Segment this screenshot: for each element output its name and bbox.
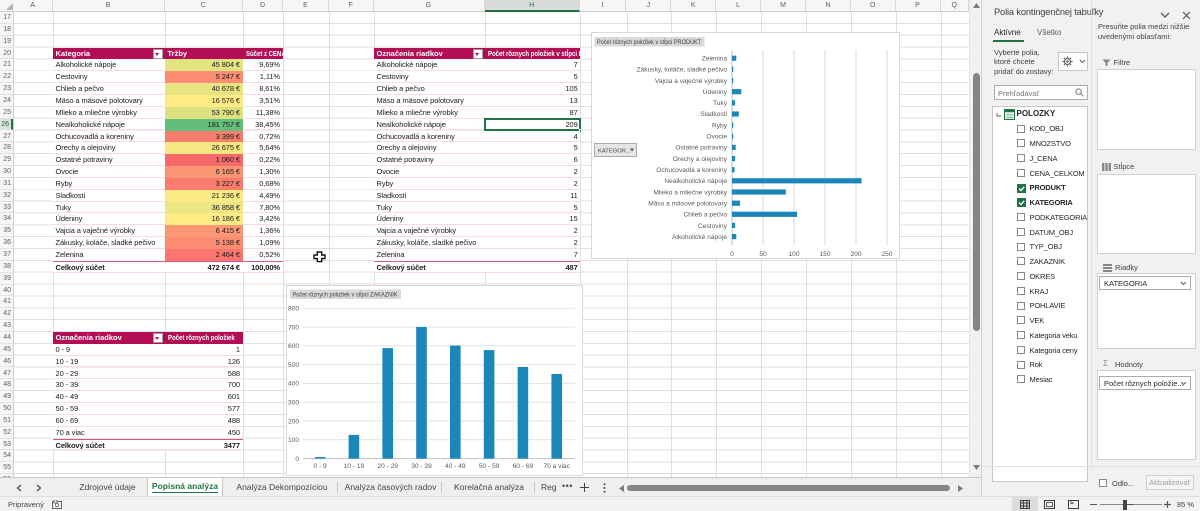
svg-text:Chlieb a pečvo: Chlieb a pečvo <box>683 212 727 219</box>
svg-text:Alkoholické nápoje: Alkoholické nápoje <box>672 234 727 241</box>
svg-text:300: 300 <box>288 400 299 407</box>
svg-text:Ochucovadlá a koreniny: Ochucovadlá a koreniny <box>656 167 727 174</box>
svg-text:Sladkosti: Sladkosti <box>700 111 727 118</box>
svg-text:Zákusky, koláče, sladké pečivo: Zákusky, koláče, sladké pečivo <box>637 67 728 74</box>
svg-text:Cestoviny: Cestoviny <box>698 223 728 230</box>
svg-text:0: 0 <box>730 251 734 258</box>
svg-text:200: 200 <box>850 251 861 258</box>
svg-text:0 - 9: 0 - 9 <box>313 463 327 470</box>
svg-text:30 - 39: 30 - 39 <box>411 463 432 470</box>
svg-text:Mäso a mäsové polotovary: Mäso a mäsové polotovary <box>648 201 727 208</box>
svg-text:Ovocie: Ovocie <box>706 134 727 141</box>
svg-text:KATEGOR...: KATEGOR... <box>598 148 631 154</box>
svg-text:0: 0 <box>295 456 299 463</box>
svg-text:400: 400 <box>288 381 299 388</box>
svg-text:20 - 29: 20 - 29 <box>377 463 398 470</box>
svg-text:Nealkoholické nápoje: Nealkoholické nápoje <box>664 178 727 185</box>
svg-text:60 - 69: 60 - 69 <box>513 463 534 470</box>
svg-text:Počet rôznych položiek v stĺp: Počet rôznych položiek v stĺpci ZAKAZNIK <box>293 290 398 299</box>
svg-text:Orechy a olejoviny: Orechy a olejoviny <box>673 156 728 163</box>
svg-text:Zelenina: Zelenina <box>702 56 728 63</box>
svg-text:70 a viac: 70 a viac <box>543 463 570 470</box>
svg-text:200: 200 <box>288 418 299 425</box>
svg-text:Počet rôznych položiek v stĺp: Počet rôznych položiek v stĺpci PRODUKT <box>597 37 701 46</box>
svg-text:50 - 59: 50 - 59 <box>479 463 500 470</box>
svg-text:Tuky: Tuky <box>713 100 728 107</box>
svg-text:Ryby: Ryby <box>712 122 728 129</box>
svg-text:50: 50 <box>759 251 767 258</box>
svg-text:100: 100 <box>288 437 299 444</box>
svg-text:500: 500 <box>288 362 299 369</box>
svg-text:100: 100 <box>788 251 799 258</box>
svg-text:600: 600 <box>288 343 299 350</box>
svg-text:Mlieko a mliečne výrobky: Mlieko a mliečne výrobky <box>653 189 727 196</box>
svg-text:150: 150 <box>819 251 830 258</box>
svg-text:800: 800 <box>288 306 299 313</box>
svg-text:700: 700 <box>288 324 299 331</box>
svg-text:40 - 49: 40 - 49 <box>445 463 466 470</box>
svg-text:Vajcia a vaječné výrobky: Vajcia a vaječné výrobky <box>655 78 728 85</box>
svg-text:10 - 19: 10 - 19 <box>344 463 365 470</box>
svg-text:Ostatné potraviny: Ostatné potraviny <box>675 145 727 152</box>
svg-text:Údeniny: Údeniny <box>703 87 728 96</box>
svg-text:250: 250 <box>881 251 892 258</box>
